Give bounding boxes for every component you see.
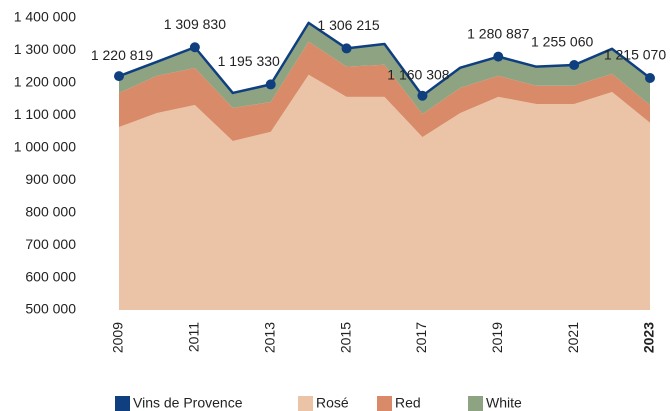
y-tick-label: 500 000: [25, 301, 76, 317]
marker: [417, 90, 428, 101]
y-tick-label: 1 200 000: [14, 74, 76, 90]
value-label: 1 306 215: [317, 17, 379, 33]
x-tick-label: 2013: [261, 322, 277, 353]
legend-label: Rosé: [316, 395, 349, 411]
x-tick-label: 2011: [186, 322, 202, 352]
value-label: 1 195 330: [218, 53, 280, 69]
legend-swatch: [298, 396, 313, 411]
y-tick-label: 900 000: [25, 171, 76, 187]
y-tick-label: 1 100 000: [14, 106, 76, 122]
marker: [114, 71, 124, 82]
marker: [189, 42, 200, 53]
area: [119, 22, 650, 115]
marker: [645, 72, 655, 83]
legend-label: White: [486, 395, 522, 411]
y-tick-label: 800 000: [25, 203, 76, 219]
marker: [493, 51, 504, 62]
legend-label: Vins de Provence: [133, 395, 243, 411]
y-tick-label: 1 300 000: [14, 41, 76, 57]
value-label: 1 309 830: [164, 16, 226, 32]
area: [119, 41, 650, 141]
marker: [265, 79, 276, 90]
value-label: 1 215 070: [604, 47, 666, 63]
x-tick-label: 2021: [565, 322, 581, 353]
y-tick-label: 1 000 000: [14, 138, 76, 154]
y-tick-label: 700 000: [25, 236, 76, 252]
area: [119, 74, 650, 311]
x-tick-label: 2023: [641, 322, 657, 353]
value-label: 1 160 308: [387, 66, 449, 82]
value-label: 1 220 819: [91, 47, 153, 63]
legend-swatch: [115, 396, 130, 411]
total-line: [118, 21, 651, 98]
x-tick-label: 2017: [413, 322, 429, 353]
x-tick-label: 2009: [110, 322, 126, 353]
y-tick-label: 1 400 000: [14, 9, 76, 25]
marker: [569, 60, 580, 71]
value-label: 1 255 060: [531, 34, 593, 50]
y-tick-label: 600 000: [25, 268, 76, 284]
marker: [341, 43, 352, 54]
legend-swatch: [377, 396, 392, 411]
value-label: 1 280 887: [467, 25, 529, 41]
legend-swatch: [468, 396, 483, 411]
legend-label: Red: [395, 395, 421, 411]
x-tick-label: 2019: [489, 322, 505, 353]
x-tick-label: 2015: [337, 322, 353, 353]
